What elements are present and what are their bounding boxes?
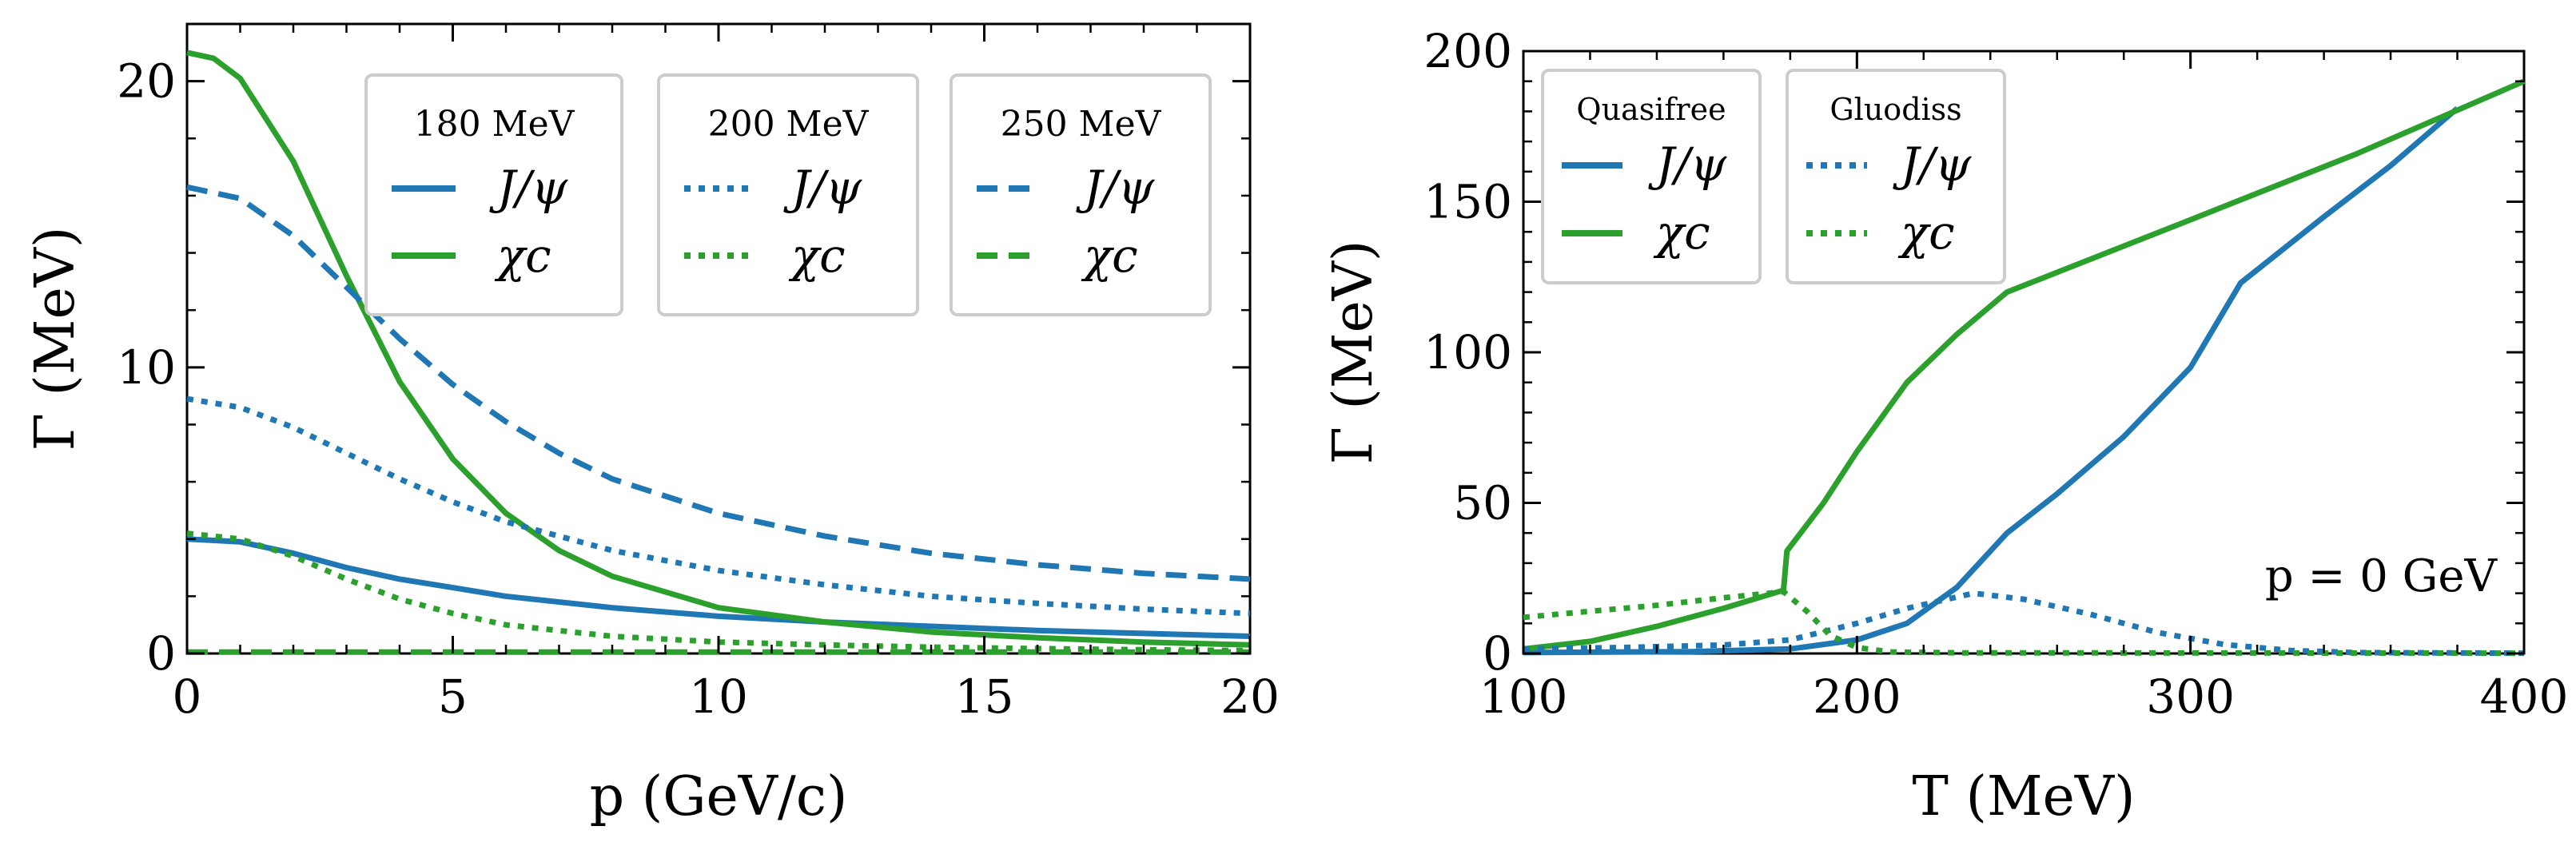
right-x-axis-label: T (MeV)	[1912, 765, 2135, 828]
x-tick-label: 300	[2146, 669, 2235, 724]
x-tick-label: 5	[438, 669, 468, 724]
x-tick-label: 400	[2480, 669, 2569, 724]
legend-title-200: 200 MeV	[708, 104, 870, 145]
x-tick-label: 10	[689, 669, 748, 724]
x-tick-label: 0	[173, 669, 202, 724]
y-tick-label: 100	[1423, 325, 1512, 379]
left-legend-group-250: 250 MeV J/ψ χc	[950, 73, 1212, 316]
series-line-0-2	[186, 395, 1251, 617]
legend-title-quasifree: Quasifree	[1576, 92, 1726, 127]
series-line-0-4	[186, 184, 1251, 582]
y-tick-label: 150	[1423, 175, 1512, 229]
right-chart-panel: 100 200 300 400 0 50 100 150 200 T (MeV) Γ (MeV)…	[1322, 24, 2568, 828]
x-tick-label: 200	[1813, 669, 1901, 724]
left-y-axis-label: Γ (MeV)	[24, 227, 87, 451]
legend-box-200	[657, 73, 919, 316]
legend-title-180: 180 MeV	[414, 104, 575, 145]
right-series-group	[1523, 78, 2526, 657]
y-tick-label: 200	[1423, 24, 1512, 78]
left-legend-group-180: 180 MeV J/ψ χc	[364, 73, 623, 316]
legend-title-gluodiss: Gluodiss	[1829, 92, 1961, 127]
legend-label-chic-gluodiss: χc	[1897, 205, 1955, 260]
series-line-1-1	[1523, 78, 2526, 652]
legend-label-chic-180: χc	[494, 228, 551, 283]
series-line-0-0	[186, 536, 1251, 639]
left-ticks-group: 0 5 10 15 20 0 10 20	[117, 22, 1280, 724]
legend-label-jpsi-quasifree: J/ψ	[1648, 137, 1727, 192]
y-tick-label: 0	[146, 626, 176, 681]
series-line-0-3	[186, 530, 1251, 653]
left-x-axis-label: p (GeV/c)	[590, 765, 848, 828]
series-line-1-0	[1523, 105, 2459, 656]
left-chart-panel: 0 5 10 15 20 0 10 20 p (GeV/c) Γ (MeV) 180 MeV …	[24, 22, 1280, 828]
legend-label-jpsi-250: J/ψ	[1076, 161, 1155, 215]
right-legend-group-quasifree: Quasifree J/ψ χc	[1541, 69, 1762, 284]
y-tick-label: 10	[117, 340, 176, 395]
series-line-1-2	[1523, 590, 2525, 657]
momentum-annotation: p = 0 GeV	[2265, 550, 2498, 602]
series-line-1-3	[1523, 589, 2525, 657]
legend-label-jpsi-180: J/ψ	[489, 161, 568, 215]
y-tick-label: 0	[1483, 626, 1512, 681]
x-tick-label: 20	[1220, 669, 1280, 724]
series-line-0-1	[186, 50, 1251, 648]
legend-label-jpsi-gluodiss: J/ψ	[1893, 137, 1972, 192]
legend-label-chic-250: χc	[1081, 228, 1138, 283]
y-tick-label: 20	[117, 54, 176, 109]
x-tick-label: 100	[1479, 669, 1568, 724]
left-legend-group-200: 200 MeV J/ψ χc	[657, 73, 919, 316]
x-tick-label: 15	[955, 669, 1014, 724]
legend-label-jpsi-200: J/ψ	[783, 161, 862, 215]
legend-label-chic-quasifree: χc	[1653, 205, 1710, 260]
legend-box-quasifree	[1541, 69, 1762, 284]
right-legend-group-gluodiss: Gluodiss J/ψ χc	[1786, 69, 2006, 284]
y-tick-label: 50	[1453, 476, 1512, 530]
legend-label-chic-200: χc	[788, 228, 846, 283]
legend-box-gluodiss	[1786, 69, 2006, 284]
right-y-axis-label: Γ (MeV)	[1322, 240, 1385, 465]
right-ticks-group: 100 200 300 400 0 50 100 150 200	[1423, 24, 2568, 724]
legend-title-250: 250 MeV	[1001, 104, 1162, 145]
